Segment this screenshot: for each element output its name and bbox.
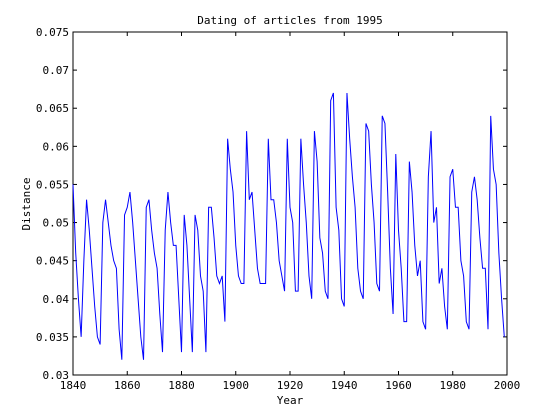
x-tick-labels: 1840 1860 1880 1900 1920 1940 1960 1980 2000 (60, 379, 521, 392)
x-tick-label: 1900 (223, 379, 250, 392)
y-tick-label: 0.075 (36, 26, 69, 39)
y-tick-label: 0.03 (43, 369, 70, 382)
y-tick-label: 0.065 (36, 102, 69, 115)
y-tick-label: 0.07 (43, 64, 70, 77)
series-line (72, 92, 505, 360)
y-tick-label: 0.035 (36, 331, 69, 344)
x-tick-label: 1880 (168, 379, 195, 392)
x-tick-label: 1840 (60, 379, 87, 392)
y-tick-label: 0.05 (43, 217, 70, 230)
y-axis-title: Distance (20, 178, 33, 231)
x-tick-label: 1980 (440, 379, 467, 392)
chart-title: Dating of articles from 1995 (197, 14, 382, 27)
x-tick-label: 1920 (277, 379, 304, 392)
x-tick-label: 1940 (331, 379, 358, 392)
y-tick-labels: 0.03 0.035 0.04 0.045 0.05 0.055 0.06 0.065 0.07… (36, 26, 69, 382)
x-tick-label: 2000 (494, 379, 521, 392)
x-tick-label: 1860 (114, 379, 141, 392)
y-tick-label: 0.06 (43, 140, 70, 153)
x-tick-label: 1960 (385, 379, 412, 392)
y-tick-label: 0.045 (36, 255, 69, 268)
x-axis-title: Year (277, 394, 304, 407)
y-tick-label: 0.04 (43, 293, 70, 306)
y-tick-label: 0.055 (36, 178, 69, 191)
axis-ticks (72, 31, 508, 376)
